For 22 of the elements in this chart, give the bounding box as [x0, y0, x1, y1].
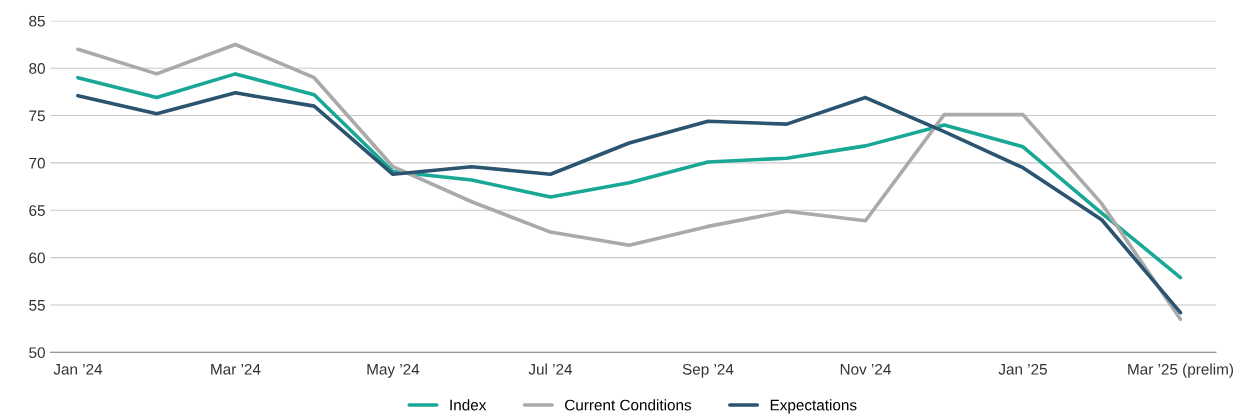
line-series [76, 91, 1183, 315]
y-tick-label: 50 [29, 347, 45, 359]
y-tick-label: 75 [29, 110, 45, 122]
legend-label: Index [450, 399, 487, 411]
x-tick-label: Jan ’25 [998, 363, 1047, 375]
y-tick-label: 80 [29, 63, 45, 74]
x-tick-label: Jan ’24 [53, 363, 103, 375]
x-tick-label: Mar ’24 [211, 363, 261, 375]
y-tick-label: 60 [29, 252, 45, 264]
x-tick-label: May ’24 [367, 363, 420, 378]
y-tick-label: 85 [29, 15, 45, 27]
x-tick-label: Nov ’24 [840, 363, 891, 375]
y-tick-label: 70 [29, 157, 45, 169]
x-tick-label: Sep ’24 [682, 363, 734, 378]
x-tick-label: Jul ’24 [528, 363, 573, 375]
legend-label: Current Conditions [565, 399, 692, 411]
y-tick-label: 65 [29, 205, 45, 216]
legend-label: Expectations [770, 399, 857, 414]
x-tick-label: Mar ’25 (prelim) [1128, 363, 1233, 378]
line-series [76, 72, 1183, 280]
y-tick-label: 55 [29, 300, 45, 311]
line-series [76, 42, 1183, 322]
